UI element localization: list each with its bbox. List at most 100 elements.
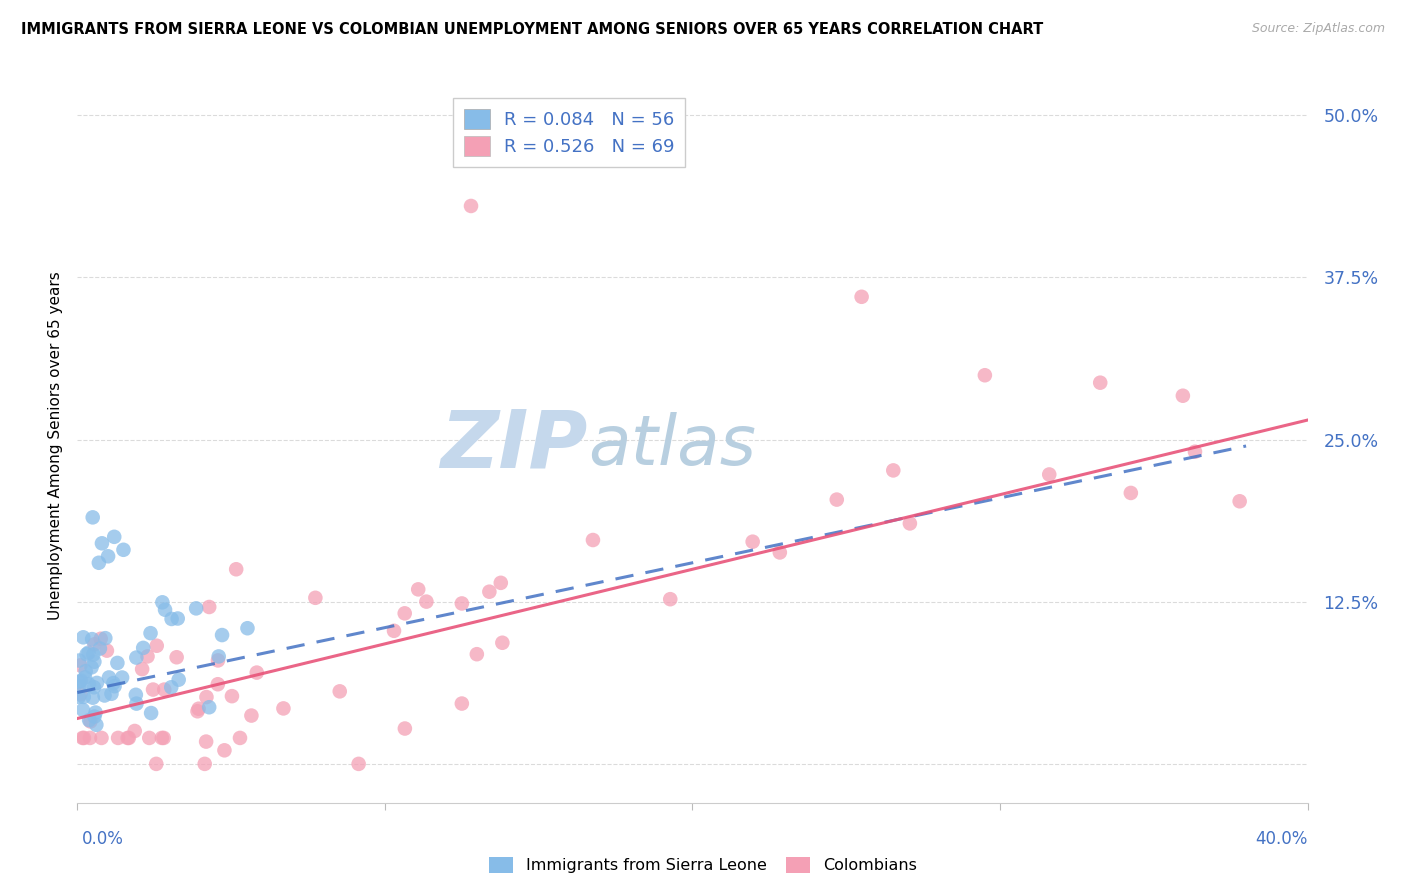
Point bbox=[97, 670, 120, 684]
Point bbox=[273, 701, 295, 715]
Point bbox=[166, 611, 188, 625]
Point bbox=[882, 463, 904, 477]
Point bbox=[69, 687, 91, 701]
Point bbox=[77, 646, 100, 660]
Point bbox=[153, 682, 176, 697]
Point bbox=[112, 542, 135, 557]
Point bbox=[769, 545, 792, 559]
Point bbox=[105, 656, 128, 670]
Point bbox=[973, 368, 995, 383]
Point bbox=[465, 647, 488, 661]
Point bbox=[489, 575, 512, 590]
Point bbox=[491, 636, 513, 650]
Point bbox=[70, 673, 93, 688]
Point bbox=[97, 549, 120, 564]
Text: Source: ZipAtlas.com: Source: ZipAtlas.com bbox=[1251, 22, 1385, 36]
Point bbox=[236, 621, 259, 635]
Point bbox=[851, 290, 873, 304]
Point bbox=[76, 647, 98, 661]
Point bbox=[150, 731, 173, 745]
Legend: R = 0.084   N = 56, R = 0.526   N = 69: R = 0.084 N = 56, R = 0.526 N = 69 bbox=[454, 98, 685, 167]
Text: 0.0%: 0.0% bbox=[82, 830, 124, 847]
Point bbox=[131, 662, 153, 676]
Point bbox=[382, 624, 405, 638]
Point bbox=[194, 756, 217, 771]
Point bbox=[79, 714, 101, 729]
Point bbox=[1184, 444, 1206, 458]
Point bbox=[96, 643, 118, 657]
Point bbox=[67, 675, 90, 690]
Point bbox=[207, 677, 229, 691]
Point bbox=[582, 533, 605, 547]
Point bbox=[83, 637, 105, 651]
Point bbox=[229, 731, 252, 745]
Point bbox=[86, 718, 108, 732]
Point bbox=[187, 702, 209, 716]
Point bbox=[152, 731, 174, 745]
Point bbox=[90, 536, 114, 550]
Point bbox=[82, 510, 104, 524]
Point bbox=[118, 731, 141, 745]
Point bbox=[221, 689, 243, 703]
Point bbox=[198, 700, 221, 714]
Point bbox=[136, 649, 159, 664]
Point bbox=[394, 722, 416, 736]
Point bbox=[94, 631, 117, 645]
Point bbox=[90, 632, 112, 646]
Point bbox=[304, 591, 326, 605]
Point bbox=[1119, 486, 1142, 500]
Point bbox=[659, 592, 682, 607]
Point bbox=[195, 690, 218, 704]
Text: atlas: atlas bbox=[588, 412, 756, 480]
Point bbox=[160, 680, 183, 694]
Point bbox=[86, 676, 108, 690]
Point bbox=[898, 516, 921, 531]
Point bbox=[186, 704, 208, 718]
Point bbox=[80, 660, 103, 674]
Point bbox=[1171, 389, 1194, 403]
Point bbox=[198, 599, 221, 614]
Point bbox=[125, 697, 148, 711]
Point bbox=[82, 632, 104, 647]
Point bbox=[69, 658, 91, 673]
Point bbox=[153, 603, 176, 617]
Point bbox=[208, 649, 231, 664]
Point bbox=[240, 708, 263, 723]
Point bbox=[103, 676, 125, 690]
Point bbox=[329, 684, 352, 698]
Point bbox=[77, 677, 100, 691]
Point bbox=[195, 734, 218, 748]
Point bbox=[117, 731, 139, 745]
Point bbox=[90, 731, 112, 745]
Point bbox=[460, 199, 482, 213]
Point bbox=[72, 630, 94, 644]
Point bbox=[145, 756, 167, 771]
Point bbox=[82, 648, 104, 662]
Text: IMMIGRANTS FROM SIERRA LEONE VS COLOMBIAN UNEMPLOYMENT AMONG SENIORS OVER 65 YEA: IMMIGRANTS FROM SIERRA LEONE VS COLOMBIA… bbox=[21, 22, 1043, 37]
Point bbox=[139, 626, 162, 640]
Point bbox=[72, 703, 94, 717]
Point bbox=[741, 534, 763, 549]
Point bbox=[103, 530, 125, 544]
Point bbox=[132, 640, 155, 655]
Point bbox=[166, 650, 188, 665]
Point bbox=[83, 680, 105, 694]
Point bbox=[1229, 494, 1251, 508]
Point bbox=[107, 731, 129, 745]
Point bbox=[84, 706, 107, 720]
Point bbox=[73, 670, 96, 684]
Point bbox=[79, 731, 101, 745]
Point bbox=[145, 639, 167, 653]
Point bbox=[125, 688, 148, 702]
Point bbox=[72, 731, 94, 745]
Point bbox=[142, 682, 165, 697]
Point bbox=[103, 679, 125, 693]
Point bbox=[207, 653, 229, 667]
Point bbox=[139, 706, 162, 720]
Point bbox=[825, 492, 848, 507]
Point bbox=[1090, 376, 1112, 390]
Point bbox=[160, 612, 183, 626]
Point bbox=[111, 671, 134, 685]
Point bbox=[478, 584, 501, 599]
Point bbox=[246, 665, 269, 680]
